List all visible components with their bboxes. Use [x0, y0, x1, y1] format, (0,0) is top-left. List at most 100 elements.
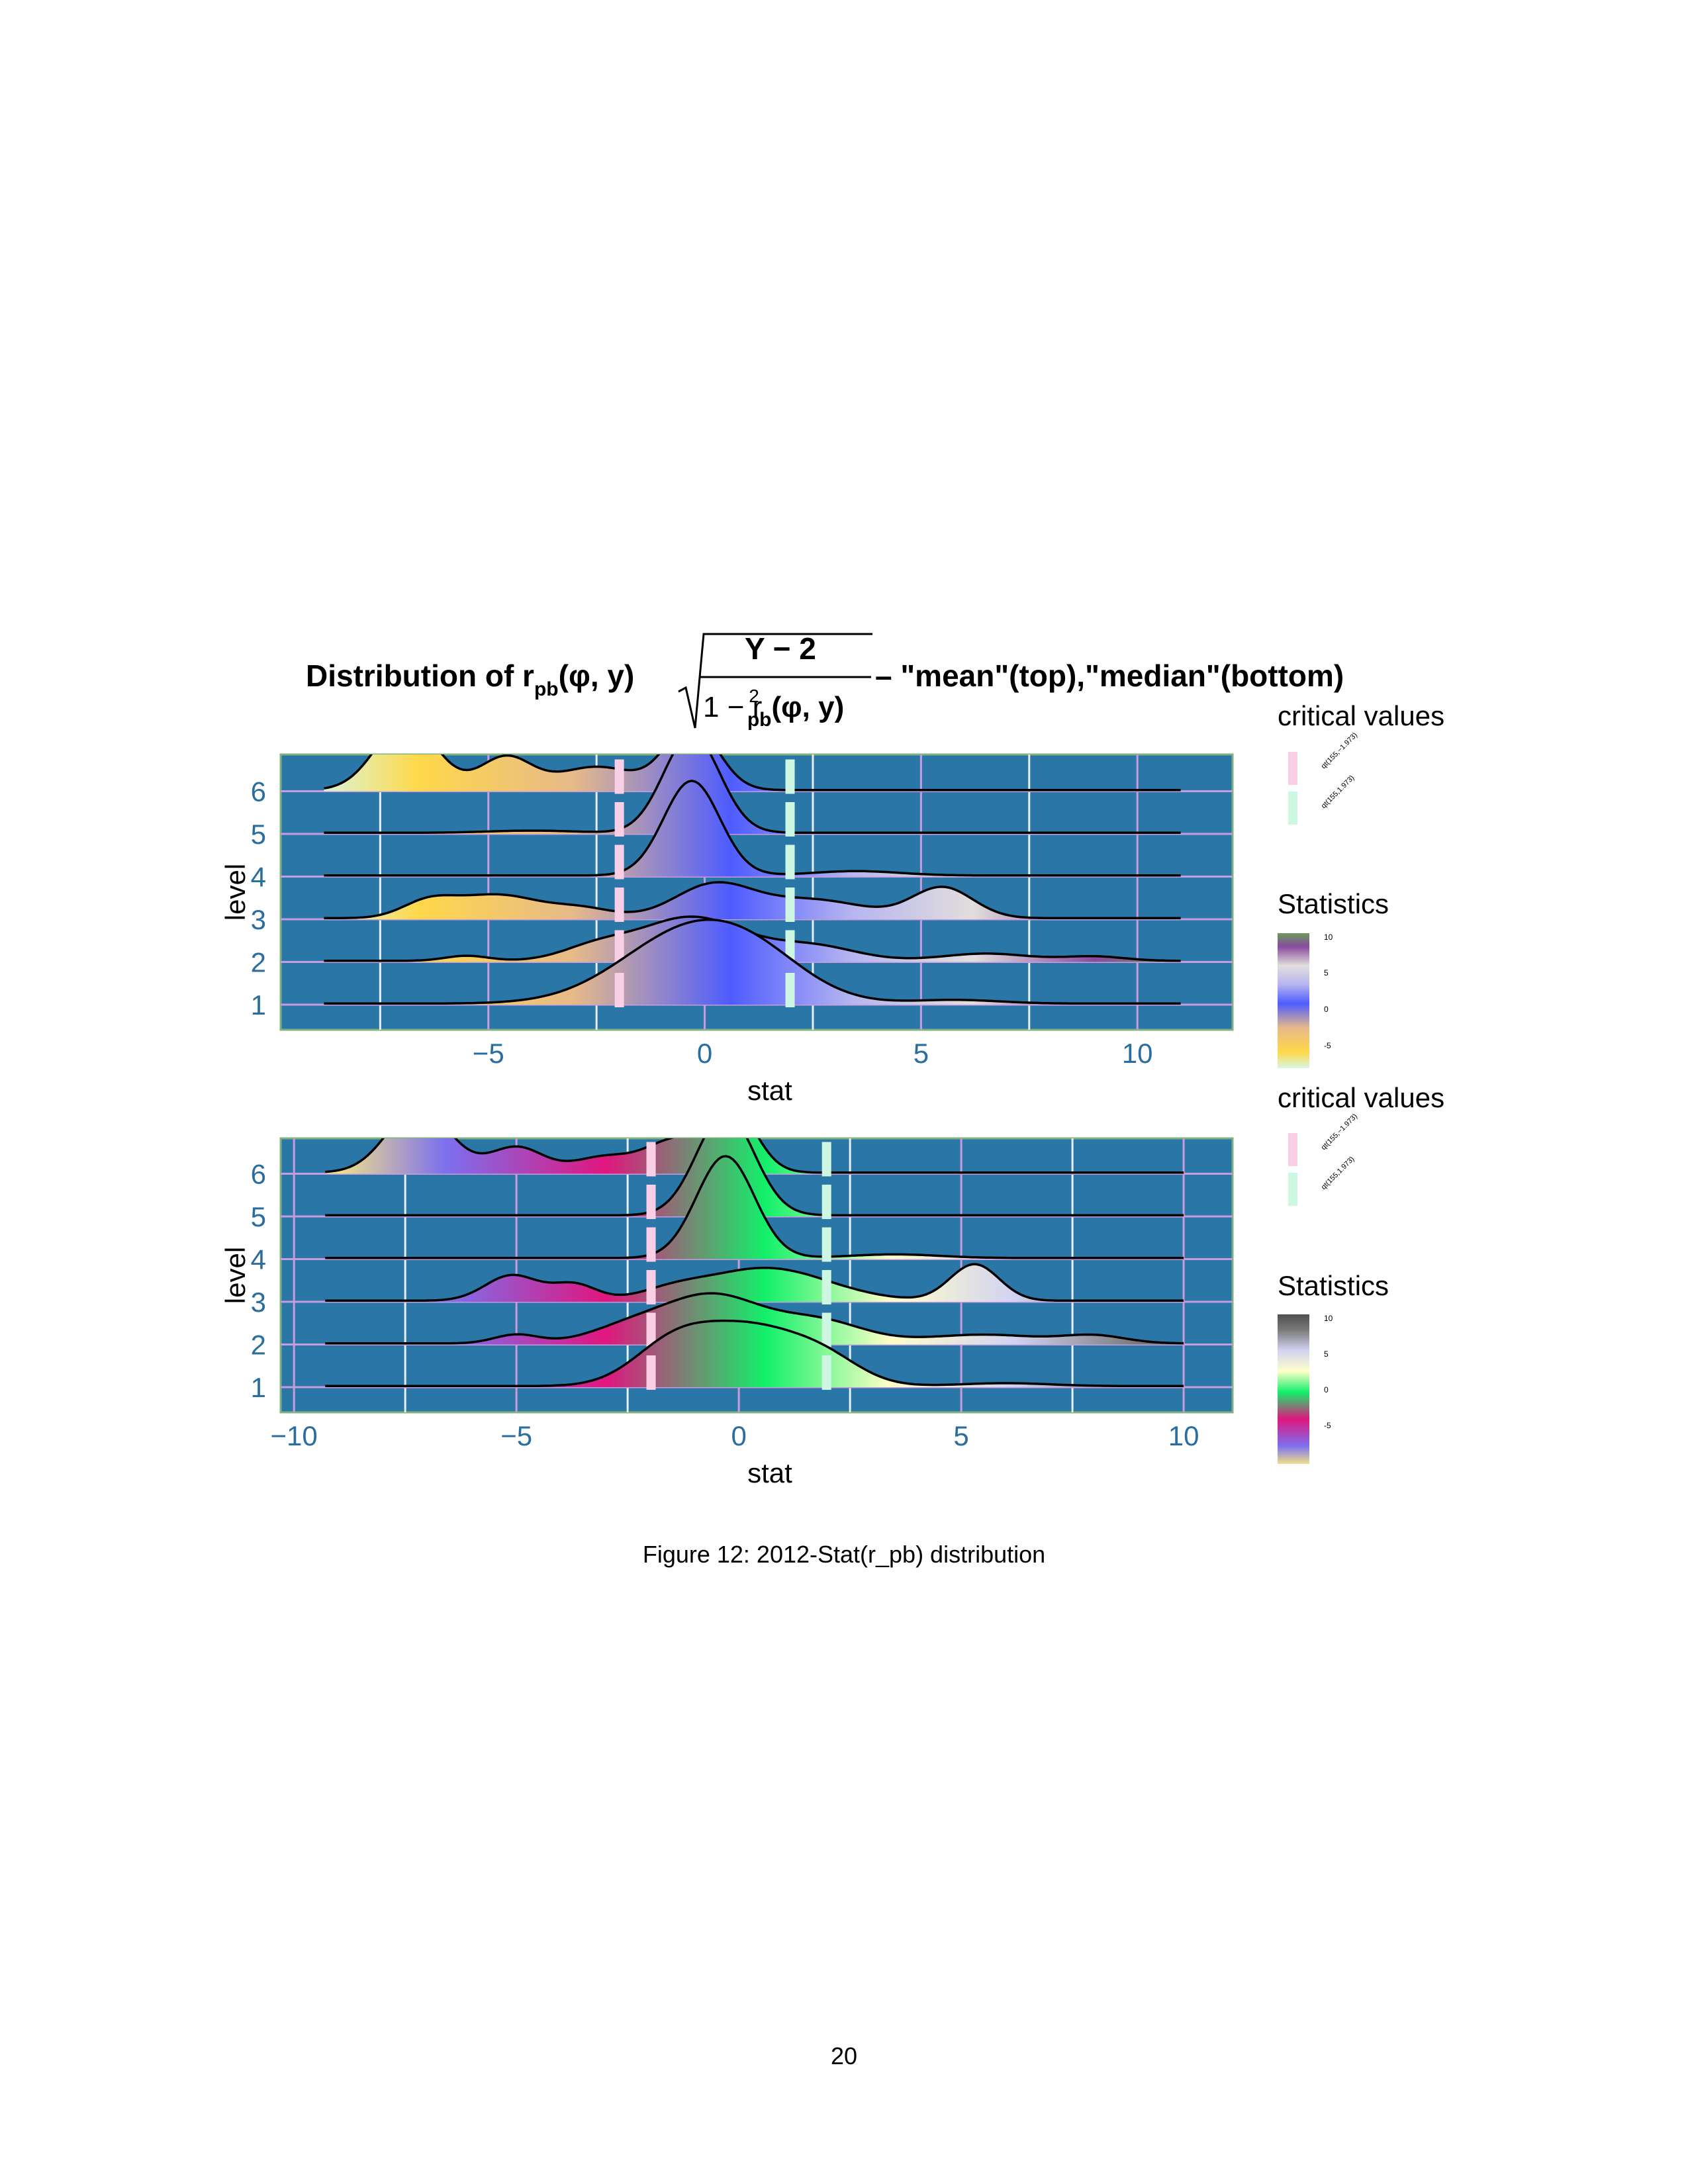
critical-value-marker [614, 887, 624, 922]
colorbar-mean [1278, 933, 1309, 1068]
legend-statistics-title: Statistics [1278, 888, 1389, 919]
colorbar-mean-tick-0: 0 [1324, 1005, 1329, 1014]
title-numerator: Y − 2 [745, 631, 816, 666]
legend-critical-key-4 [1288, 1173, 1297, 1206]
ridge-fill-level-6 [324, 754, 1181, 792]
colorbar-mean-tick-10: 10 [1324, 933, 1333, 942]
ridge-fill-level-3 [325, 1264, 1184, 1302]
page-number: 20 [830, 2042, 858, 2070]
critical-value-marker [614, 930, 624, 965]
y-tick-label: 5 [251, 819, 266, 850]
legend-critical-bottom: critical values qt(155,−1.973) qt(155,1.… [1278, 1082, 1444, 1206]
ridge-line-level-4 [325, 1155, 1184, 1259]
critical-value-marker [646, 1270, 656, 1304]
y-tick-label: 6 [251, 776, 266, 807]
critical-value-marker [646, 1355, 656, 1390]
title-args: (φ, y) [559, 659, 635, 693]
colorbar-median-tick-10: 10 [1324, 1314, 1333, 1323]
critical-value-marker [614, 844, 624, 880]
x-tick-label: −5 [473, 1038, 504, 1069]
legend-critical-title-2: critical values [1278, 1082, 1444, 1113]
legend-critical-top: critical values qt(155,−1.973) qt(155,1.… [1278, 700, 1444, 825]
critical-value-marker [646, 1142, 656, 1177]
y-tick-label: 5 [251, 1201, 266, 1232]
y-axis-label: level [220, 864, 251, 921]
ridge-fill-level-3 [324, 882, 1181, 919]
x-tick-label: 10 [1168, 1420, 1199, 1451]
panel-mean: 1 2 3 4 5 6 −5 0 5 10 stat level [220, 753, 1234, 1106]
x-axis-label: stat [747, 1075, 792, 1106]
ridge-fill-level-2 [325, 1293, 1184, 1345]
ridge-line-level-3 [325, 1263, 1184, 1302]
critical-value-marker [614, 973, 624, 1007]
critical-value-marker [785, 973, 795, 1007]
critical-value-marker [614, 759, 624, 794]
critical-value-marker [785, 802, 795, 837]
title-lead: Distribution of r [306, 659, 534, 693]
legend-critical-label-1: qt(155,−1.973) [1320, 731, 1359, 770]
colorbar-median-tick-0: 0 [1324, 1385, 1329, 1394]
critical-value-marker [646, 1312, 656, 1347]
x-tick-label: 10 [1122, 1038, 1153, 1069]
y-tick-label: 1 [251, 1372, 266, 1403]
y-axis-label: level [220, 1247, 251, 1304]
title-trail: – "mean"(top),"median"(bottom) [875, 659, 1344, 693]
critical-value-marker [614, 802, 624, 837]
colorbar-median-tick-minus5: -5 [1324, 1421, 1331, 1430]
critical-value-marker [646, 1227, 656, 1262]
ridge-fill-level-4 [325, 1156, 1184, 1259]
critical-value-marker [785, 887, 795, 922]
colorbar-mean-tick-5: 5 [1324, 968, 1329, 978]
title-sub: pb [534, 678, 559, 700]
title-denom-sub: pb [747, 709, 772, 731]
ridge-line-level-5 [324, 754, 1181, 835]
x-tick-label: 5 [953, 1420, 968, 1451]
legend-critical-key-2 [1288, 792, 1297, 825]
y-tick-label: 2 [251, 947, 266, 978]
ridge-line-level-6 [324, 754, 1181, 792]
legend-statistics-top: Statistics 10 5 0 -5 [1278, 888, 1389, 1068]
critical-value-marker [821, 1142, 831, 1177]
critical-value-marker [821, 1270, 831, 1304]
y-tick-label: 6 [251, 1159, 266, 1190]
ridge-line-level-1 [324, 918, 1181, 1005]
title-denom-sup: 2 [749, 686, 759, 706]
sqrt-sign [678, 633, 872, 729]
legend-critical-key-1 [1288, 752, 1297, 785]
x-axis-label: stat [747, 1457, 792, 1488]
legend-critical-key-3 [1288, 1133, 1297, 1166]
ridge-line-level-5 [325, 1138, 1184, 1217]
legend-statistics-bottom: Statistics 10 5 0 -5 [1278, 1270, 1389, 1464]
y-tick-label: 1 [251, 989, 266, 1021]
legend-critical-label-2: qt(155,1.973) [1320, 774, 1356, 810]
panel-median: 1 2 3 4 5 6 −10 −5 0 5 10 stat level [220, 1137, 1234, 1488]
y-tick-label: 4 [251, 1244, 266, 1275]
ridge-line-level-1 [325, 1319, 1184, 1388]
y-tick-label: 2 [251, 1330, 266, 1361]
y-tick-label: 3 [251, 904, 266, 935]
x-tick-label: 0 [697, 1038, 712, 1069]
critical-value-marker [785, 759, 795, 794]
chart-title: Distribution of rpb(φ, y) Y − 2 1 − r2 pb… [306, 631, 1344, 731]
svg-text:Distribution of rpb(φ, y): Distribution of rpb(φ, y) [306, 659, 634, 700]
ridge-line-level-4 [324, 780, 1181, 877]
ridge-line-level-6 [325, 1138, 1184, 1174]
title-denom-args: (φ, y) [772, 691, 845, 723]
legend-critical-label-4: qt(155,1.973) [1320, 1155, 1356, 1191]
ridge-line-level-3 [324, 881, 1181, 920]
critical-value-marker [821, 1185, 831, 1219]
title-denom-lead: 1 − r [703, 691, 762, 723]
legend-statistics-title-2: Statistics [1278, 1270, 1389, 1301]
critical-value-marker [821, 1227, 831, 1262]
colorbar-mean-tick-minus5: -5 [1324, 1041, 1331, 1050]
critical-value-marker [821, 1355, 831, 1390]
colorbar-median [1278, 1314, 1309, 1464]
ridge-fill-level-1 [325, 1320, 1184, 1387]
x-tick-label: −5 [500, 1420, 532, 1451]
critical-value-marker [821, 1312, 831, 1347]
ridge-fill-level-5 [325, 1138, 1184, 1216]
legend-critical-label-3: qt(155,−1.973) [1320, 1113, 1359, 1152]
ridge-fill-level-1 [324, 919, 1181, 1005]
